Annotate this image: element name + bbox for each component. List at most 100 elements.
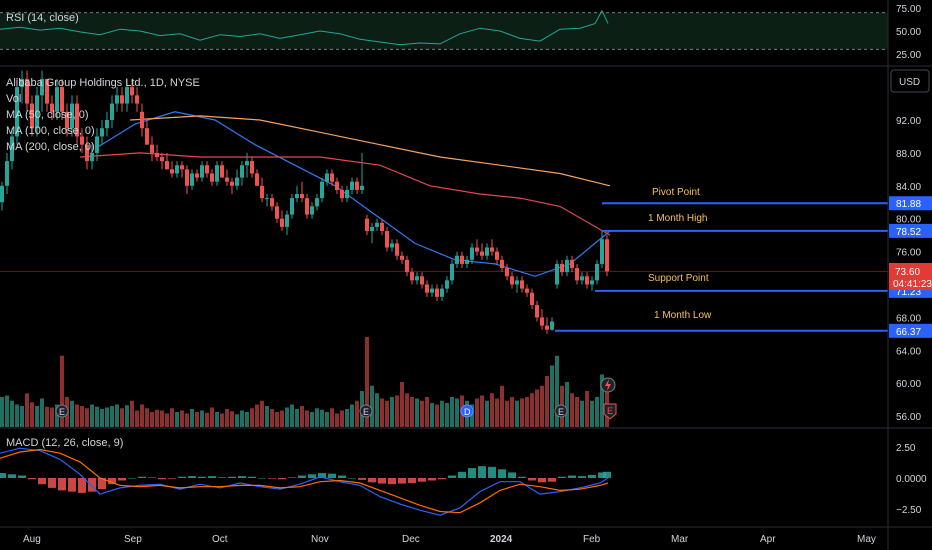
macd-line [0,447,609,516]
volume-bar [495,398,499,427]
candle-body [150,144,154,153]
candle-body [355,181,359,190]
macd-histogram-bar [88,478,96,492]
earnings-badge-upcoming[interactable]: E [603,403,617,420]
candle-body [545,325,549,330]
volume-bar [230,411,234,427]
volume-bar [390,397,394,427]
candle-body [0,185,4,203]
volume-bar [190,409,194,427]
candle-body [135,95,139,104]
candle-body [245,161,249,166]
volume-bar [345,409,349,427]
candle-body [140,111,144,129]
volume-bar [170,408,174,427]
price-tick-label: 68.00 [896,313,921,324]
candle-body [470,247,474,260]
earnings-badge-1[interactable]: E [55,404,69,418]
candle-body [35,95,39,129]
ma100-legend[interactable]: MA (100, close, 0) [6,125,95,137]
volume-bar [550,365,554,427]
candle-body [125,87,129,104]
volume-bar [145,408,149,427]
macd-histogram-bar [488,466,496,478]
volume-bar [440,400,444,427]
candle-body [460,255,464,264]
macd-histogram-bar [328,473,336,478]
symbol-sep-1: , [144,77,150,89]
last-price-tag [889,263,932,290]
earnings-badge-2[interactable]: E [359,404,373,418]
macd-legend[interactable]: MACD (12, 26, close, 9) [6,437,123,449]
currency-button-frame[interactable] [890,69,930,93]
volume-bar [155,409,159,427]
volume-bar [510,397,514,427]
lightning-icon-bolt [605,379,611,391]
candle-body [275,206,279,219]
month-low-label: 1 Month Low [654,310,712,321]
candle-body [20,78,24,88]
earnings-badge-3[interactable]: E [554,404,568,418]
dividend-badge[interactable]: D [460,404,474,418]
volume-bar [410,397,414,427]
price-tick-label: 64.00 [896,346,921,357]
ma200-legend[interactable]: MA (200, close, 0) [6,141,95,153]
currency-button[interactable]: USD [899,77,920,88]
candle-body [260,185,264,199]
volume-bar [105,407,109,427]
countdown-timer: 04:41:23 [893,279,932,290]
volume-bar [450,397,454,427]
macd-histogram-bar [458,471,466,478]
rsi-legend[interactable]: RSI (14, close) [6,12,79,24]
symbol-sep-2: , [164,77,170,89]
macd-histogram-bar [208,476,216,478]
macd-histogram-bar [138,476,146,478]
candle-body [600,239,604,264]
volume-bar [385,400,389,427]
candle-body [330,173,334,182]
candle-body [365,218,369,232]
x-tick-label: Dec [402,534,420,545]
dividend-badge-letter: D [464,407,471,417]
volume-bar [280,410,284,427]
volume-bar [60,355,64,427]
volume-bar [455,398,459,427]
macd-histogram-bar [128,478,136,479]
volume-bar [515,400,519,427]
x-tick-label: Mar [671,534,689,545]
macd-histogram-bar [248,476,256,478]
candle-body [510,276,514,285]
macd-histogram-bar [418,478,426,482]
volume-bar [415,398,419,427]
macd-histogram-bar [38,478,46,485]
candle-body [90,152,94,162]
volume-bar [365,337,369,427]
candle-body [370,226,374,232]
volume-bar [490,393,494,427]
macd-tick-label: 0.0000 [896,474,927,485]
volume-bar [335,413,339,427]
macd-histogram-bar [498,469,506,478]
vol-legend[interactable]: Vol [6,93,21,105]
candle-body [145,128,149,145]
candle-body [15,87,19,137]
volume-bar [595,397,599,427]
candle-body [565,259,569,273]
candle-body [450,263,454,281]
ma50-line [94,111,611,277]
candle-body [40,78,44,96]
candle-body [215,165,219,182]
lightning-icon[interactable] [600,377,616,393]
volume-bar [420,400,424,427]
candle-body [505,268,509,277]
symbol-title[interactable]: Alibaba Group Holdings Ltd., 1D, NYSE [6,77,200,89]
candle-body [305,198,309,215]
macd-histogram-bar [68,478,76,492]
macd-histogram-bar [378,478,386,484]
earnings-badge-1-circle [55,404,69,418]
ma50-legend[interactable]: MA (50, close, 0) [6,109,89,121]
volume-bar [0,397,4,427]
macd-histogram-bar [158,478,166,480]
macd-histogram-bar [428,478,436,481]
